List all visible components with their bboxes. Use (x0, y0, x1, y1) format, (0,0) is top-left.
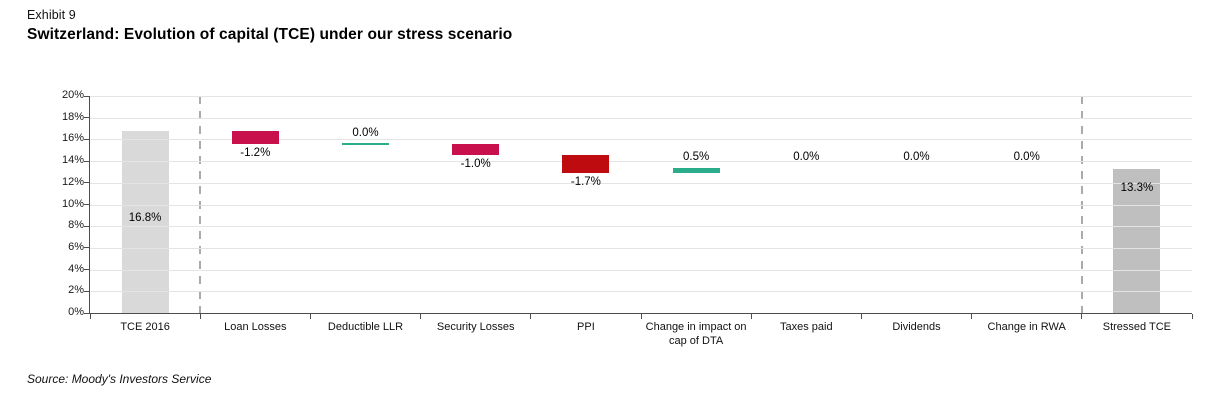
x-axis-tick (640, 314, 642, 319)
gridline (90, 247, 1192, 249)
y-axis-tick (84, 312, 89, 314)
bar-value-label: 0.0% (793, 150, 820, 163)
gridline (90, 117, 1192, 119)
waterfall-total-bar (1113, 168, 1161, 313)
bar-value-label: 0.5% (682, 150, 710, 163)
waterfall-delta-bar (452, 143, 500, 155)
x-axis-tick (750, 314, 752, 319)
x-category-label: Stressed TCE (1102, 321, 1172, 333)
waterfall-delta-bar (231, 130, 279, 144)
x-axis-tick (1191, 314, 1193, 319)
y-axis-tick (84, 138, 89, 140)
bar-value-label: 13.3% (1120, 181, 1154, 194)
y-axis-tick (84, 247, 89, 249)
x-axis-tick (420, 314, 422, 319)
x-axis-tick (971, 314, 973, 319)
gridline (90, 204, 1192, 206)
y-tick-label: 6% (68, 240, 84, 253)
x-axis-tick (89, 314, 91, 319)
bar-value-label: -1.2% (240, 146, 271, 159)
y-tick-label: 4% (68, 262, 84, 275)
x-category-label: Change in impact on cap of DTA (645, 321, 747, 348)
x-axis-tick (199, 314, 201, 319)
y-tick-label: 10% (61, 197, 84, 210)
y-axis-tick (84, 290, 89, 292)
gridline (90, 182, 1192, 184)
x-axis-line (85, 313, 1192, 314)
x-category-label: Loan Losses (224, 321, 287, 333)
x-category-label: Dividends (892, 321, 941, 333)
y-tick-label: 8% (68, 219, 84, 232)
y-tick-label: 20% (61, 89, 84, 101)
exhibit-number: Exhibit 9 (27, 8, 76, 22)
x-category-label: Security Losses (436, 321, 515, 333)
y-tick-label: 16% (61, 132, 84, 145)
waterfall-delta-bar (562, 154, 610, 174)
gridline (90, 139, 1192, 141)
x-category-label: TCE 2016 (120, 321, 170, 333)
y-axis-tick (84, 160, 89, 162)
bar-value-label: -1.7% (570, 176, 601, 189)
x-category-label: Taxes paid (780, 321, 833, 333)
gridline (90, 96, 1192, 97)
y-tick-label: 0% (68, 306, 84, 318)
gridline (90, 226, 1192, 228)
x-category-label: Deductible LLR (327, 321, 404, 333)
waterfall-delta-bar (672, 167, 720, 174)
y-axis-tick (84, 117, 89, 119)
y-tick-label: 12% (61, 175, 84, 188)
y-axis-tick (84, 269, 89, 271)
y-tick-label: 18% (61, 110, 84, 123)
y-tick-label: 14% (61, 154, 84, 167)
waterfall-chart-plot-area: 0% 2% 4% 6% 8% 10% 12% 14% 16% 18% 20% 16.8% -1.2% 0.… (62, 89, 1193, 319)
x-axis-tick (1081, 314, 1083, 319)
y-axis-tick (84, 182, 89, 184)
waterfall-zero-line (342, 142, 389, 146)
x-axis-tick (309, 314, 311, 319)
y-axis-tick (84, 204, 89, 205)
gridline (90, 161, 1192, 163)
source-note: Source: Moody's Investors Service (27, 372, 212, 386)
bar-value-label: 0.0% (1013, 150, 1040, 163)
bar-value-label: 0.0% (903, 150, 930, 163)
y-axis-tick (84, 225, 89, 227)
x-axis-tick (860, 314, 862, 319)
gridline (90, 269, 1192, 271)
y-tick-label: 2% (68, 284, 84, 297)
y-axis-line (89, 96, 90, 313)
x-category-label: PPI (577, 321, 595, 333)
gridline (90, 291, 1192, 293)
bar-value-label: -1.0% (460, 157, 491, 170)
chart-title: Switzerland: Evolution of capital (TCE) … (27, 26, 513, 43)
x-category-label: Change in RWA (987, 321, 1066, 333)
y-axis-tick (84, 95, 89, 97)
x-axis-tick (530, 314, 532, 319)
bar-value-label: 0.0% (352, 126, 379, 139)
bar-value-label: 16.8% (128, 211, 162, 224)
